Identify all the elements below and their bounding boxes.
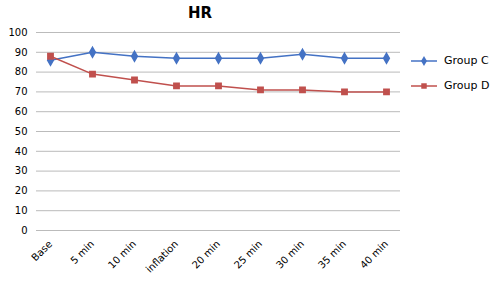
html-text:Group C: Group C [444, 54, 489, 67]
svg-text:5 min: 5 min [68, 238, 96, 266]
svg-text:40: 40 [15, 146, 28, 157]
svg-text:70: 70 [15, 86, 28, 97]
svg-text:40 min: 40 min [358, 238, 390, 270]
svg-text:60: 60 [15, 106, 28, 117]
svg-text:20 min: 20 min [190, 238, 222, 270]
svg-text:Base: Base [29, 238, 54, 263]
svg-text:20: 20 [15, 185, 28, 196]
svg-text:100: 100 [8, 27, 27, 38]
html-text:Group D: Group D [444, 79, 490, 92]
svg-text:10 min: 10 min [106, 238, 138, 270]
svg-text:30 min: 30 min [274, 238, 306, 270]
svg-text:10: 10 [15, 205, 28, 216]
svg-text:30: 30 [15, 165, 28, 176]
svg-text:35 min: 35 min [316, 238, 348, 270]
svg-text:50: 50 [15, 126, 28, 137]
svg-text:90: 90 [15, 47, 28, 58]
svg-text:0: 0 [21, 225, 27, 236]
html-text:HR: HR [187, 4, 212, 22]
svg-text:25 min: 25 min [232, 238, 264, 270]
svg-text:80: 80 [15, 66, 28, 77]
svg-text:inflation: inflation [144, 238, 181, 275]
